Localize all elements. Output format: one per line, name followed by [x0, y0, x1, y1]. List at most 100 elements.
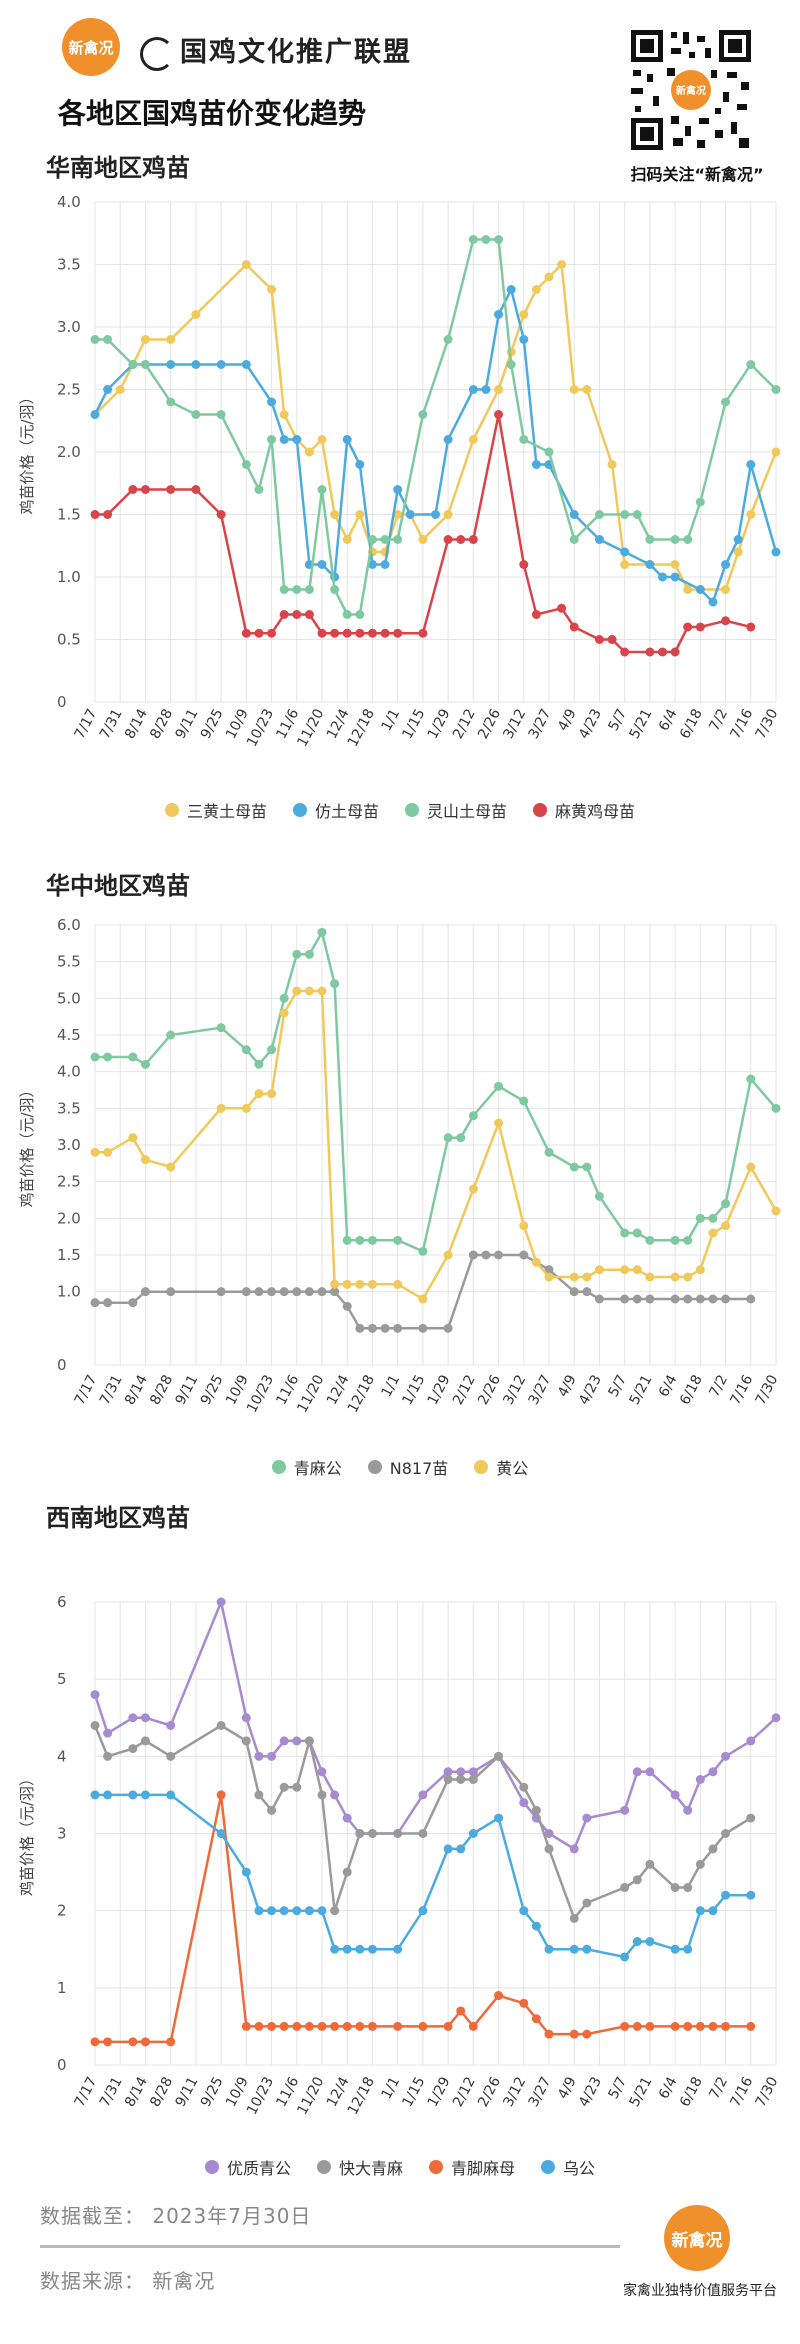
x-tick-label: 1/15 — [400, 2074, 429, 2109]
data-point — [241, 1736, 251, 1746]
data-point — [304, 1287, 314, 1297]
data-point — [279, 993, 289, 1003]
data-point — [695, 1774, 705, 1784]
data-point — [544, 1272, 554, 1282]
data-point — [330, 1944, 340, 1954]
legend-dot-icon — [533, 803, 548, 817]
data-point — [695, 2021, 705, 2031]
legend-item[interactable]: 青脚麻母 — [429, 2155, 515, 2179]
x-tick-label: 7/31 — [97, 1372, 126, 1407]
x-tick-label: 1/1 — [378, 2074, 403, 2101]
legend-item[interactable]: 青麻公 — [271, 1455, 342, 1479]
y-tick-label: 1.0 — [57, 1283, 81, 1301]
data-point — [620, 1294, 630, 1304]
data-point — [733, 535, 743, 544]
data-point — [607, 460, 617, 469]
data-point — [317, 628, 327, 638]
chart-southwest-china: 0 1 2 3 4 5 6 鸡苗价格（元/羽） 7/177/318/148/289/119/25… — [18, 1593, 782, 2118]
x-tick-label: 9/11 — [173, 2074, 202, 2109]
legend-item[interactable]: 仿土母苗 — [292, 798, 379, 822]
x-tick-label: 2/26 — [475, 706, 504, 741]
data-point — [393, 1279, 403, 1289]
legend-item[interactable]: 三黄土母苗 — [164, 798, 267, 822]
x-tick-label: 8/28 — [147, 2074, 176, 2109]
data-point — [695, 585, 705, 594]
data-point — [531, 2014, 541, 2024]
data-point — [582, 1813, 592, 1823]
data-point — [494, 1118, 504, 1128]
qr-code[interactable]: 新禽况 — [627, 26, 755, 154]
y-tick-label: 2.0 — [57, 443, 81, 461]
data-point — [355, 1235, 365, 1245]
data-point — [771, 1713, 781, 1723]
x-tick-label: 8/28 — [147, 706, 176, 741]
legend-item[interactable]: 灵山土母苗 — [405, 798, 507, 822]
data-point — [279, 1736, 289, 1746]
x-tick-label: 6/18 — [677, 2074, 706, 2109]
x-tick-label: 8/14 — [122, 1372, 151, 1407]
data-point — [279, 1906, 289, 1916]
data-point — [721, 560, 731, 569]
data-point — [468, 1111, 478, 1121]
legend-item[interactable]: N817苗 — [367, 1455, 448, 1479]
data-point — [544, 272, 554, 282]
legend-item[interactable]: 麻黄鸡母苗 — [533, 798, 635, 822]
data-point — [632, 1265, 642, 1275]
data-point — [683, 1944, 693, 1954]
data-point — [569, 1913, 579, 1923]
data-point — [519, 435, 529, 444]
data-point — [708, 1906, 718, 1916]
data-point — [708, 2021, 718, 2031]
y-tick-label: 3.5 — [57, 256, 81, 274]
data-point — [683, 585, 693, 594]
data-point — [746, 622, 756, 632]
data-point — [721, 1829, 731, 1838]
legend-label: 灵山土母苗 — [427, 802, 508, 821]
data-point — [367, 1235, 377, 1245]
data-point — [746, 1890, 756, 1900]
data-point — [166, 1790, 176, 1800]
x-tick-label: 9/25 — [198, 706, 227, 741]
data-point — [721, 1294, 731, 1304]
legend-item[interactable]: 黄公 — [474, 1455, 528, 1479]
data-point — [531, 1921, 541, 1931]
data-point — [254, 1790, 264, 1800]
x-tick-label: 4/23 — [576, 706, 605, 741]
legend-item[interactable]: 优质青公 — [204, 2155, 291, 2179]
x-tick-label: 1/29 — [425, 706, 454, 741]
data-point — [216, 360, 226, 369]
data-point — [670, 1790, 680, 1800]
data-point — [468, 535, 478, 544]
data-point — [317, 1790, 327, 1800]
data-point — [506, 285, 516, 294]
y-tick-label: 5.0 — [57, 989, 81, 1007]
data-point — [683, 1235, 693, 1245]
data-point — [721, 1751, 731, 1761]
data-point — [342, 1867, 352, 1877]
data-point — [645, 1937, 655, 1947]
data-point — [695, 622, 705, 632]
data-point — [670, 1272, 680, 1282]
data-point — [317, 435, 327, 444]
data-point — [531, 610, 541, 619]
data-point — [771, 1206, 781, 1216]
legend-dot-icon — [204, 2160, 219, 2174]
brand-mark-icon — [140, 36, 174, 71]
data-point — [670, 1883, 680, 1893]
data-point — [330, 979, 340, 989]
data-point — [166, 1162, 176, 1172]
data-point — [468, 1774, 478, 1784]
data-point — [254, 1751, 264, 1761]
data-point — [721, 1221, 731, 1231]
data-point — [279, 1782, 289, 1792]
data-point — [267, 1287, 277, 1297]
data-point — [670, 647, 680, 657]
data-point — [468, 1829, 478, 1838]
legend-item[interactable]: 乌公 — [541, 2155, 595, 2179]
y-tick-label: 1.0 — [57, 568, 81, 586]
data-point — [166, 2037, 176, 2047]
x-tick-label: 5/7 — [605, 1372, 630, 1399]
data-point — [103, 1728, 113, 1738]
y-tick-label: 2.5 — [57, 381, 81, 399]
legend-item[interactable]: 快大青麻 — [316, 2155, 403, 2179]
